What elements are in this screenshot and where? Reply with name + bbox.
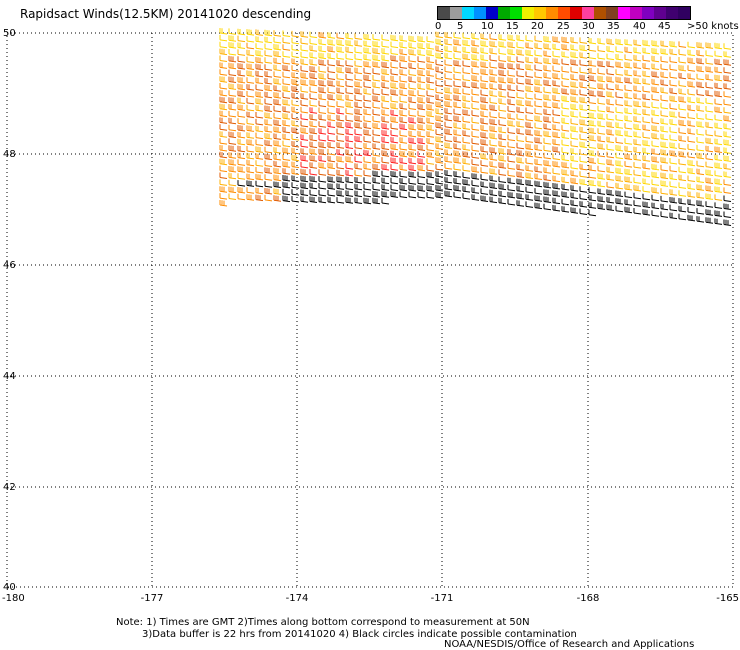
- legend-label-10: 10: [481, 21, 494, 32]
- map-title: Rapidsact Winds(12.5KM) 20141020 descend…: [20, 7, 312, 21]
- wind-barb-group-3: [219, 55, 732, 202]
- legend-swatch-13: [594, 7, 606, 19]
- lon-label: -180: [2, 593, 25, 604]
- lat-label: 40: [3, 582, 16, 593]
- lat-label: 46: [3, 260, 16, 271]
- lat-label: 42: [3, 482, 16, 493]
- legend-swatch-4: [486, 7, 498, 19]
- legend-label-5: 5: [457, 21, 464, 32]
- legend-swatch-17: [642, 7, 654, 19]
- credit-line: NOAA/NESDIS/Office of Research and Appli…: [444, 639, 695, 650]
- legend-swatch-15: [618, 7, 630, 19]
- wind-barb-group-2: [219, 32, 732, 207]
- legend-color-bar: [437, 6, 691, 20]
- wind-barb-group-1: [219, 29, 732, 201]
- legend-swatch-0: [438, 7, 450, 19]
- wind-barb-group-0: [219, 28, 732, 200]
- lon-label: -168: [577, 593, 600, 604]
- lat-lon-grid: [6, 32, 734, 588]
- legend-label-35: 35: [607, 21, 620, 32]
- legend-swatch-11: [570, 7, 582, 19]
- legend-swatch-3: [474, 7, 486, 19]
- legend-swatch-2: [462, 7, 474, 19]
- legend-swatch-16: [630, 7, 642, 19]
- wind-barb-group-5: [237, 170, 732, 226]
- wind-barb-group-4: [300, 107, 426, 177]
- legend-label-20: 20: [531, 21, 544, 32]
- legend-swatch-20: [678, 7, 690, 19]
- legend-swatch-6: [510, 7, 522, 19]
- legend-swatch-19: [666, 7, 678, 19]
- lon-label: -171: [431, 593, 454, 604]
- legend-label-25: 25: [557, 21, 570, 32]
- lon-label: -174: [286, 593, 309, 604]
- lat-label: 44: [3, 371, 16, 382]
- legend-swatch-10: [558, 7, 570, 19]
- legend-label-40: 40: [633, 21, 646, 32]
- legend-swatch-12: [582, 7, 594, 19]
- legend-swatch-18: [654, 7, 666, 19]
- legend-swatch-8: [534, 7, 546, 19]
- legend-label-15: 15: [506, 21, 519, 32]
- note-line-2: 3)Data buffer is 22 hrs from 20141020 4)…: [142, 629, 577, 640]
- legend-label-30: 30: [582, 21, 595, 32]
- legend-label-45: 45: [658, 21, 671, 32]
- legend-labels: 0 5 10 15 20 25 30 35 40 45 >50 knots: [435, 20, 739, 34]
- legend-swatch-5: [498, 7, 510, 19]
- wind-speed-legend: 0 5 10 15 20 25 30 35 40 45 >50 knots: [435, 6, 739, 34]
- legend-swatch-7: [522, 7, 534, 19]
- legend-label-0: 0: [435, 21, 442, 32]
- lon-label: -177: [141, 593, 164, 604]
- wind-barbs: [219, 28, 732, 226]
- legend-swatch-14: [606, 7, 618, 19]
- note-line-1: Note: 1) Times are GMT 2)Times along bot…: [116, 617, 530, 628]
- axis-labels: -180 -177 -174 -171 -168 -165 50 48 46 44 42 40: [2, 28, 739, 604]
- lat-label: 48: [3, 149, 16, 160]
- legend-swatch-9: [546, 7, 558, 19]
- legend-swatch-1: [450, 7, 462, 19]
- lat-label: 50: [3, 28, 16, 39]
- legend-label-50: >50 knots: [687, 21, 739, 32]
- lon-label: -165: [716, 593, 739, 604]
- plot-frame: [6, 32, 734, 588]
